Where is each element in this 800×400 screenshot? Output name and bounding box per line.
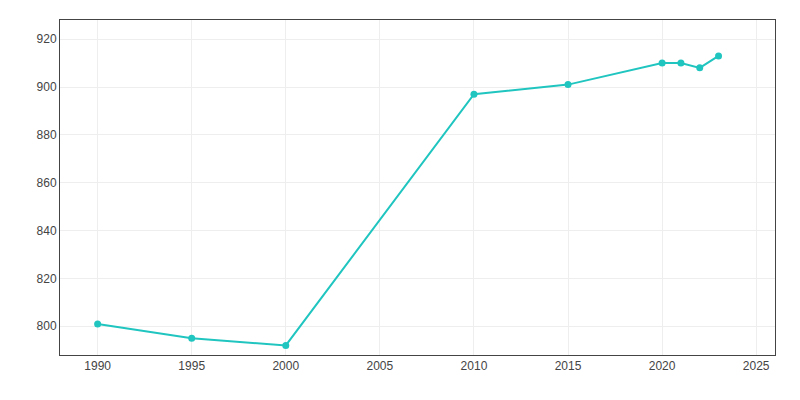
svg-text:1995: 1995 [178,359,205,373]
svg-text:820: 820 [37,272,57,286]
svg-text:2005: 2005 [367,359,394,373]
svg-text:900: 900 [37,80,57,94]
svg-text:2015: 2015 [555,359,582,373]
svg-text:2025: 2025 [743,359,770,373]
svg-text:2020: 2020 [649,359,676,373]
svg-text:860: 860 [37,176,57,190]
svg-text:920: 920 [37,32,57,46]
svg-text:800: 800 [37,319,57,333]
svg-text:2010: 2010 [461,359,488,373]
svg-text:2000: 2000 [272,359,299,373]
svg-text:880: 880 [37,128,57,142]
svg-text:1990: 1990 [84,359,111,373]
svg-text:840: 840 [37,224,57,238]
